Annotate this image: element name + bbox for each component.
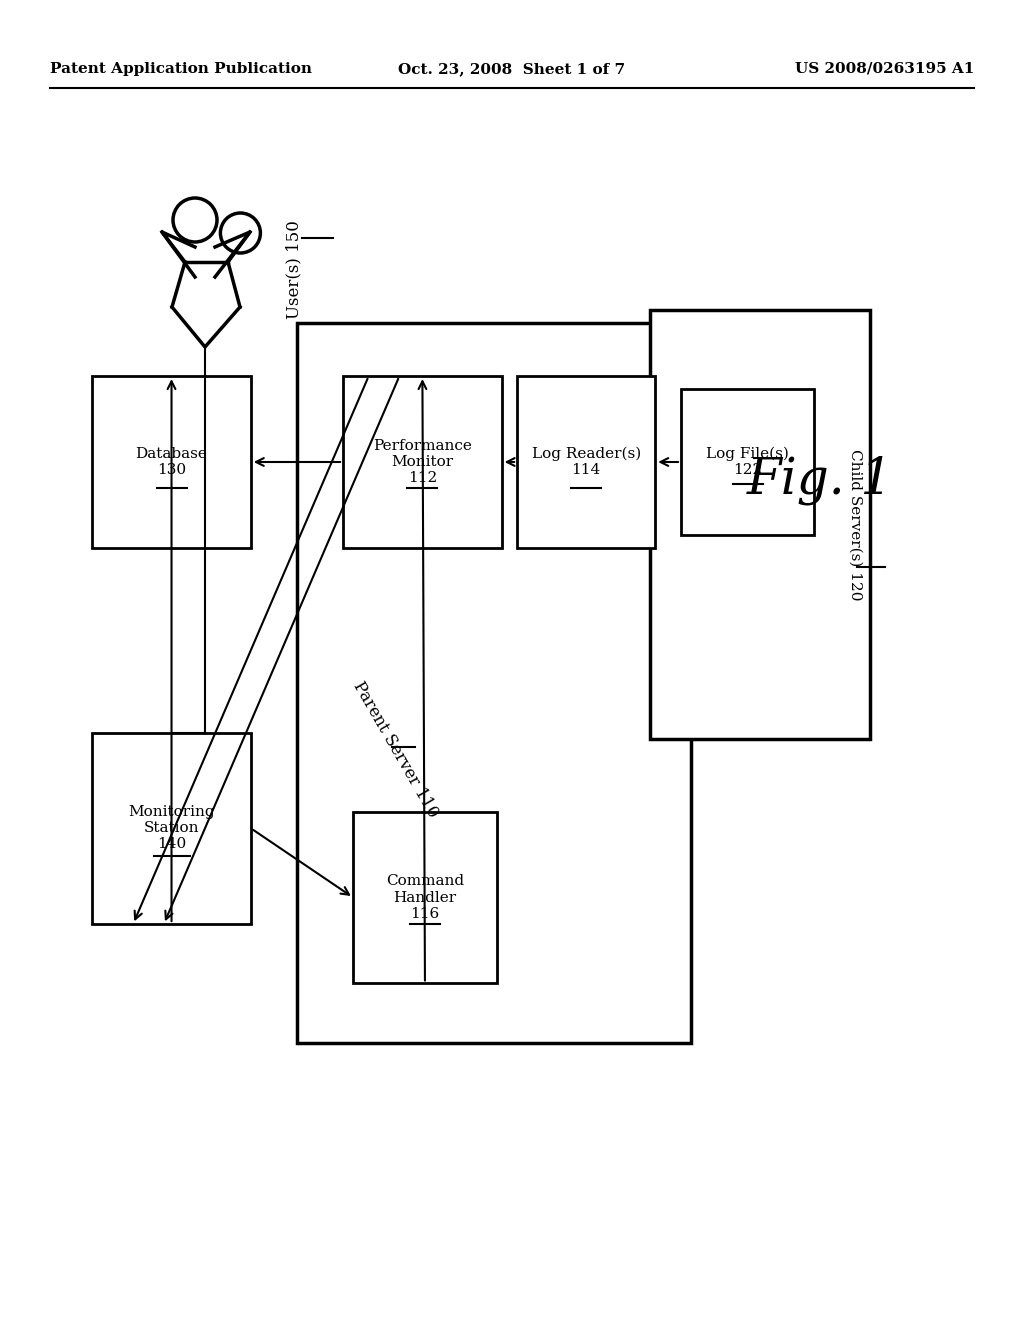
Text: Log File(s)
122: Log File(s) 122	[707, 446, 788, 478]
Bar	[92, 733, 251, 924]
Text: Command
Handler
116: Command Handler 116	[386, 874, 464, 921]
Text: Oct. 23, 2008  Sheet 1 of 7: Oct. 23, 2008 Sheet 1 of 7	[398, 62, 626, 77]
Text: Parent Server 110: Parent Server 110	[349, 678, 441, 821]
Text: US 2008/0263195 A1: US 2008/0263195 A1	[795, 62, 974, 77]
Text: User(s) 150: User(s) 150	[285, 220, 302, 319]
Text: Child Server(s) 120: Child Server(s) 120	[849, 449, 862, 601]
Text: Log Reader(s)
114: Log Reader(s) 114	[531, 446, 641, 478]
Bar	[343, 376, 502, 548]
Bar	[92, 376, 251, 548]
Bar	[650, 310, 870, 739]
Text: Database
130: Database 130	[135, 447, 208, 477]
Bar	[297, 323, 691, 1043]
Text: Performance
Monitor
112: Performance Monitor 112	[373, 438, 472, 486]
Text: Monitoring
Station
140: Monitoring Station 140	[128, 805, 215, 851]
Bar	[517, 376, 655, 548]
Bar	[353, 812, 497, 983]
Text: Fig. 1: Fig. 1	[746, 455, 893, 504]
Text: Patent Application Publication: Patent Application Publication	[50, 62, 312, 77]
Bar	[681, 389, 814, 535]
